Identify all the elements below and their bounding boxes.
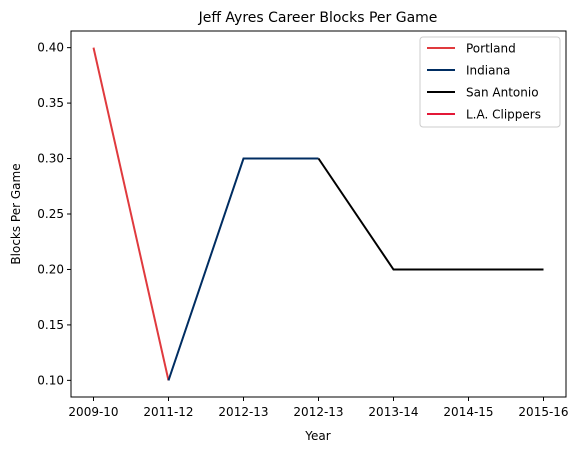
y-tick-label: 0.10 (37, 373, 64, 387)
y-tick-label: 0.25 (37, 207, 64, 221)
legend-label: San Antonio (466, 86, 539, 100)
x-tick-label: 2015-16 (518, 405, 568, 419)
x-tick-label: 2013-14 (368, 405, 418, 419)
y-tick-label: 0.20 (37, 262, 64, 276)
x-tick-label: 2012-13 (293, 405, 343, 419)
legend-label: Indiana (466, 64, 510, 78)
x-tick-label: 2014-15 (443, 405, 493, 419)
y-tick-label: 0.40 (37, 41, 64, 55)
y-axis: 0.10 0.15 0.20 0.25 0.30 0.35 0.40 (37, 41, 71, 387)
x-tick-label: 2009-10 (68, 405, 118, 419)
series-line-san-antonio (317, 157, 544, 271)
x-axis: 2009-10 2011-12 2012-13 2012-13 2013-14 2014-… (68, 397, 569, 419)
legend-frame (419, 36, 561, 128)
x-tick-label: 2011-12 (143, 405, 193, 419)
series-line-indiana (167, 157, 319, 381)
legend: Portland Indiana San Antonio L.A. Clippers (419, 36, 561, 128)
legend-label: Portland (466, 42, 516, 56)
y-tick-label: 0.35 (37, 96, 64, 110)
y-tick-label: 0.15 (37, 318, 64, 332)
y-tick-label: 0.30 (37, 152, 64, 166)
x-axis-label: Year (304, 429, 330, 443)
chart-title: Jeff Ayres Career Blocks Per Game (198, 10, 438, 26)
legend-label: L.A. Clippers (466, 108, 541, 122)
y-axis-label: Blocks Per Game (9, 163, 23, 264)
x-tick-label: 2012-13 (218, 405, 268, 419)
legend-items: Portland Indiana San Antonio L.A. Clippers (427, 42, 541, 122)
series-line-portland (92, 47, 170, 381)
plot-lines (92, 47, 544, 381)
